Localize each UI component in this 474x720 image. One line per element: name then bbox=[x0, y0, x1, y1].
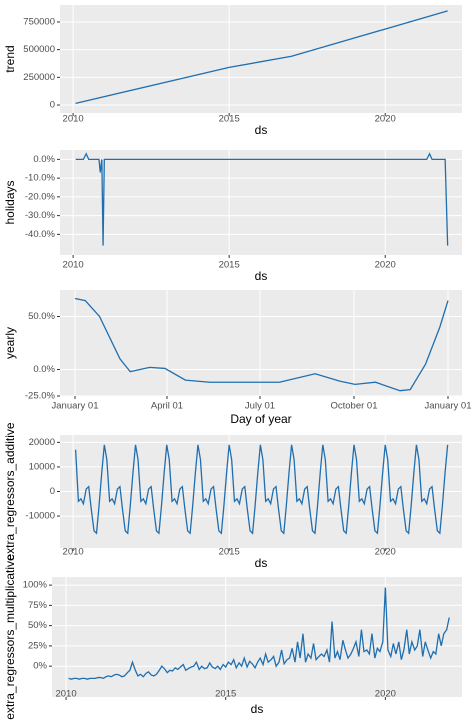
y-tick-label: 0.0% bbox=[33, 154, 55, 165]
y-tick-label: 250000 bbox=[23, 72, 55, 83]
plot-background bbox=[60, 150, 462, 255]
x-tick-label: 2015 bbox=[219, 260, 240, 271]
data-line bbox=[75, 10, 448, 104]
x-axis-title: ds bbox=[255, 123, 268, 137]
plot-background bbox=[60, 5, 462, 113]
x-tick-label: 2015 bbox=[219, 547, 240, 558]
x-tick-label: 2010 bbox=[55, 689, 76, 700]
y-tick-label: 0.0% bbox=[33, 364, 55, 375]
y-tick-label: 20000 bbox=[29, 437, 55, 448]
x-axis-title: ds bbox=[255, 269, 268, 283]
x-tick-label: July 01 bbox=[245, 401, 275, 412]
plot-background bbox=[60, 290, 462, 396]
x-axis-title: ds bbox=[255, 556, 268, 570]
x-tick-label: 2015 bbox=[219, 114, 240, 125]
x-tick-label: 2020 bbox=[375, 689, 396, 700]
plot-background bbox=[52, 577, 462, 697]
x-tick-label: 2020 bbox=[375, 260, 396, 271]
y-tick-label: 0 bbox=[50, 100, 55, 111]
y-axis-title: trend bbox=[3, 45, 17, 72]
y-tick-label: 50.0% bbox=[28, 311, 55, 322]
y-tick-label: 75% bbox=[28, 600, 48, 611]
y-tick-label: 500000 bbox=[23, 44, 55, 55]
x-tick-label: 2020 bbox=[375, 547, 396, 558]
y-tick-label: -40.0% bbox=[25, 229, 56, 240]
y-tick-label: -30.0% bbox=[25, 210, 56, 221]
data-line bbox=[74, 297, 449, 392]
y-axis-title: yearly bbox=[3, 327, 17, 359]
x-tick-label: 2020 bbox=[375, 114, 396, 125]
y-axis-title: extra_regressors_multiplicative bbox=[3, 554, 17, 720]
data-line bbox=[75, 152, 449, 246]
x-tick-label: 2015 bbox=[215, 689, 236, 700]
y-tick-label: 50% bbox=[28, 620, 48, 631]
x-tick-label: 2010 bbox=[63, 114, 84, 125]
x-tick-label: 2010 bbox=[63, 547, 84, 558]
y-axis-title: holidays bbox=[3, 180, 17, 224]
y-axis-title: extra_regressors_additive bbox=[3, 422, 17, 560]
y-tick-label: -10000 bbox=[25, 511, 55, 522]
y-tick-label: -20.0% bbox=[25, 191, 56, 202]
x-tick-label: January 01 bbox=[424, 401, 471, 412]
data-line bbox=[68, 587, 450, 680]
y-tick-label: 25% bbox=[28, 640, 48, 651]
x-tick-label: 2010 bbox=[63, 260, 84, 271]
y-tick-label: 100% bbox=[23, 580, 48, 591]
x-tick-label: October 01 bbox=[330, 401, 377, 412]
x-axis-title: ds bbox=[251, 702, 264, 716]
y-tick-label: 10000 bbox=[29, 461, 55, 472]
y-tick-label: -10.0% bbox=[25, 173, 56, 184]
data-line bbox=[74, 444, 449, 535]
y-tick-label: -25.0% bbox=[25, 391, 56, 402]
y-tick-label: 0 bbox=[50, 486, 55, 497]
y-tick-label: 0% bbox=[33, 661, 47, 672]
y-tick-label: 750000 bbox=[23, 16, 55, 27]
x-tick-label: April 01 bbox=[151, 401, 183, 412]
x-axis-title: Day of year bbox=[230, 412, 291, 426]
x-tick-label: January 01 bbox=[52, 401, 99, 412]
